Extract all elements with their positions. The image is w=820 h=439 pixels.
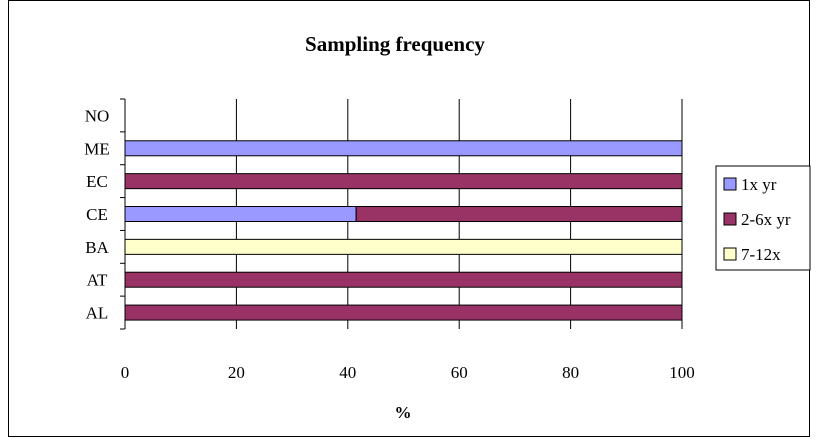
legend-label-2-6x-yr: 2-6x yr: [741, 210, 791, 229]
x-tick-label-20: 20: [228, 363, 245, 382]
plot-area: NO ME EC CE BA AT AL 0 20 40 60 80 100: [84, 98, 695, 382]
x-tick-label-80: 80: [562, 363, 579, 382]
bar-ec-2-6x-yr: [124, 173, 683, 190]
legend-label-7-12x: 7-12x: [741, 245, 781, 264]
bar-ba-7-12x: [124, 238, 683, 255]
legend: 1x yr 2-6x yr 7-12x: [715, 165, 811, 271]
y-tick-label-me: ME: [84, 139, 110, 158]
chart-title: Sampling frequency: [305, 32, 485, 56]
bar-ce-2-6x-yr: [355, 206, 683, 222]
bar-at-2-6x-yr: [124, 271, 683, 288]
bar-al-2-6x-yr: [124, 304, 683, 321]
x-tick-label-40: 40: [339, 363, 356, 382]
y-tick-label-al: AL: [86, 304, 109, 323]
x-tick-label-0: 0: [121, 363, 130, 382]
legend-swatch-2-6x-yr: [723, 212, 737, 226]
bar-me-1x-yr: [124, 140, 683, 157]
legend-swatch-1x-yr: [723, 177, 737, 191]
y-tick-label-ba: BA: [85, 238, 109, 257]
y-tick-label-ce: CE: [86, 205, 108, 224]
x-tick-label-60: 60: [451, 363, 468, 382]
legend-swatch-7-12x: [723, 247, 737, 261]
x-tick-label-100: 100: [669, 363, 695, 382]
legend-label-1x-yr: 1x yr: [741, 175, 777, 194]
y-tick-label-at: AT: [87, 271, 108, 290]
x-axis-label: %: [395, 403, 412, 422]
y-tick-label-ec: EC: [86, 172, 108, 191]
y-tick-label-no: NO: [85, 106, 110, 125]
bar-ce-1x-yr: [124, 206, 357, 222]
